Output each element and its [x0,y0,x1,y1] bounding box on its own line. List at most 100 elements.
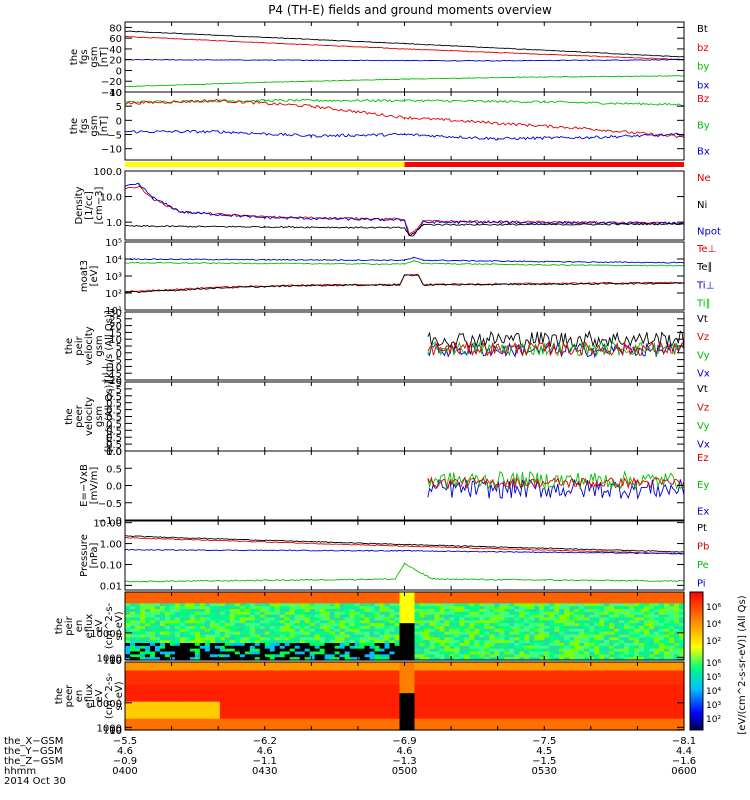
heatmap-cell [509,645,515,650]
heatmap-cell [364,606,371,610]
heatmap-cell [594,614,600,619]
heatmap-cell [244,637,251,641]
heatmap-cell [479,600,485,604]
heatmap-cell [259,648,266,653]
heatmap-cell [674,600,680,604]
heatmap-cell [384,701,391,706]
heatmap-cell [564,617,570,621]
heatmap-cell [139,693,146,697]
heatmap-cell [359,611,366,616]
heatmap-cell [304,631,311,636]
heatmap-cell [339,592,346,596]
heatmap-cell [154,648,161,653]
heatmap-cell [679,600,685,604]
heatmap-cell [269,637,276,641]
heatmap-cell [559,631,565,636]
heatmap-cell [249,600,256,604]
heatmap-cell [604,600,610,604]
heatmap-cell [294,628,301,633]
heatmap-cell [564,690,570,694]
heatmap-cell [294,651,301,655]
heatmap-cell [654,670,660,674]
heatmap-cell [489,648,495,653]
heatmap-cell [344,698,351,703]
heatmap-cell [459,673,465,677]
heatmap-cell [199,664,206,669]
heatmap-cell [424,640,431,644]
heatmap-cell [474,594,480,599]
heatmap-cell [424,701,431,706]
heatmap-cell [199,698,206,703]
heatmap-cell [304,690,311,694]
y-tick-label: 1.00 [100,540,122,551]
heatmap-cell [299,643,306,647]
heatmap-cell [384,676,391,680]
heatmap-cell [379,698,386,703]
heatmap-cell [269,679,276,683]
heatmap-cell [444,687,451,691]
heatmap-cell [624,643,630,647]
heatmap-cell [414,637,421,641]
heatmap-cell [474,698,480,703]
heatmap-cell [174,698,181,703]
heatmap-cell [469,698,475,703]
heatmap-cell [274,640,281,644]
heatmap-cell [125,704,131,708]
heatmap-cell [269,657,276,661]
heatmap-cell [464,631,470,636]
heatmap-cell [209,654,216,658]
heatmap-cell [624,687,630,691]
heatmap-cell [414,698,421,703]
heatmap-cell [664,634,670,638]
heatmap-cell [584,651,590,655]
heatmap-cell [299,657,306,661]
heatmap-cell [384,681,391,686]
heatmap-cell [234,643,241,647]
heatmap-cell [144,670,151,674]
heatmap-cell [569,640,575,644]
heatmap-cell [554,696,560,700]
heatmap-cell [669,611,675,616]
heatmap-cell [459,623,465,627]
heatmap-cell [484,643,490,647]
heatmap-cell [604,609,610,613]
heatmap-cell [434,606,441,610]
heatmap-cell [414,640,421,644]
heatmap-cell [484,676,490,680]
heatmap-cell [454,617,461,621]
heatmap-cell [664,623,670,627]
heatmap-cell [529,679,535,683]
heatmap-cell [374,648,381,653]
heatmap-cell [399,651,406,655]
heatmap-cell [414,645,421,650]
heatmap-cell [189,690,196,694]
heatmap-cell [399,684,406,689]
heatmap-cell [219,662,226,666]
heatmap-cell [619,609,625,613]
heatmap-cell [269,594,276,599]
heatmap-cell [199,657,206,661]
heatmap-cell [364,628,371,633]
heatmap-cell [334,628,341,633]
heatmap-cell [159,684,166,689]
heatmap-cell [129,664,136,669]
heatmap-cell [154,592,161,596]
heatmap-cell [349,592,356,596]
heatmap-cell [479,626,485,630]
heatmap-cell [324,628,331,633]
heatmap-cell [319,654,326,658]
heatmap-cell [549,698,555,703]
heatmap-cell [399,594,406,599]
heatmap-cell [354,698,361,703]
y-axis-label: thefgsgsm[nT] [69,46,110,67]
heatmap-cell [469,609,475,613]
heatmap-cell [299,620,306,624]
heatmap-cell [154,679,161,683]
heatmap-cell [629,594,635,599]
heatmap-cell [564,631,570,636]
heatmap-cell [479,606,485,610]
heatmap-cell [649,592,655,596]
heatmap-cell [444,592,451,596]
heatmap-cell [539,657,545,661]
